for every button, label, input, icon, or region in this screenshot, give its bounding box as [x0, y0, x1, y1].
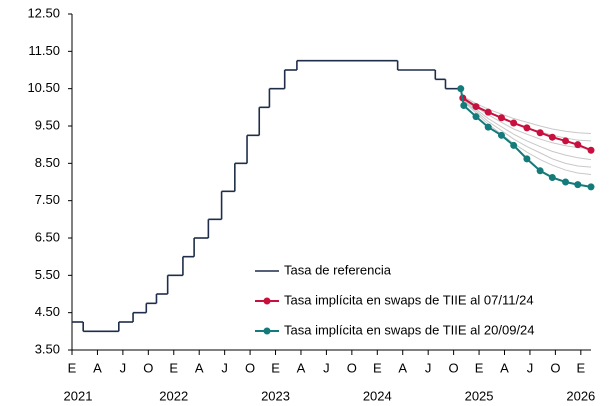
series-point: [536, 167, 544, 175]
x-tick-label: A: [500, 360, 509, 375]
series-point: [574, 141, 582, 149]
grey-curve: [462, 95, 592, 134]
y-tick-label: 7.50: [35, 192, 60, 207]
year-label: 2022: [159, 388, 188, 403]
series-point: [562, 137, 570, 145]
year-label: 2026: [566, 388, 595, 403]
year-label: 2021: [64, 388, 93, 403]
series-point: [510, 141, 518, 149]
x-tick-label: O: [347, 360, 357, 375]
grey-curve: [462, 100, 592, 176]
y-tick-label: 12.50: [27, 5, 60, 20]
series-point: [548, 133, 556, 141]
series-point: [484, 108, 492, 116]
series-point: [472, 113, 480, 121]
x-tick-label: O: [550, 360, 560, 375]
series-point: [497, 131, 505, 139]
x-tick-label: A: [398, 360, 407, 375]
series-point: [472, 103, 480, 111]
legend-label: Tasa implícita en swaps de TIIE al 07/11…: [284, 292, 534, 307]
x-tick-label: O: [143, 360, 153, 375]
series-point: [510, 119, 518, 127]
series-point: [457, 85, 465, 93]
series-point: [587, 183, 595, 191]
x-tick-label: E: [271, 360, 280, 375]
series-point: [562, 178, 570, 186]
series-point: [548, 174, 556, 182]
x-tick-label: J: [425, 360, 432, 375]
x-tick-label: A: [195, 360, 204, 375]
legend-label: Tasa de referencia: [284, 262, 392, 277]
x-tick-label: J: [221, 360, 228, 375]
grey-curve: [462, 99, 592, 168]
y-tick-label: 5.50: [35, 267, 60, 282]
y-tick-label: 8.50: [35, 155, 60, 170]
series-point: [523, 124, 531, 132]
x-tick-label: E: [576, 360, 585, 375]
series-line: [459, 88, 592, 188]
x-tick-label: J: [323, 360, 330, 375]
series-point: [497, 114, 505, 122]
y-tick-label: 10.50: [27, 80, 60, 95]
x-tick-label: E: [169, 360, 178, 375]
series-point: [587, 146, 595, 154]
x-tick-label: O: [449, 360, 459, 375]
legend-label: Tasa implícita en swaps de TIIE al 20/09…: [284, 322, 535, 337]
x-tick-label: O: [245, 360, 255, 375]
legend-marker: [263, 327, 271, 335]
x-tick-label: J: [527, 360, 534, 375]
year-label: 2024: [363, 388, 392, 403]
x-tick-label: E: [373, 360, 382, 375]
x-tick-label: E: [68, 360, 77, 375]
x-tick-label: A: [93, 360, 102, 375]
series-point: [574, 181, 582, 189]
y-tick-label: 3.50: [35, 341, 60, 356]
y-tick-label: 11.50: [28, 43, 60, 58]
series-point: [484, 123, 492, 131]
series-point: [460, 101, 468, 109]
series-point: [536, 129, 544, 137]
series-point: [523, 155, 531, 163]
x-tick-label: J: [120, 360, 127, 375]
grey-curve: [462, 97, 592, 149]
x-tick-label: A: [297, 360, 306, 375]
y-tick-label: 9.50: [35, 117, 60, 132]
grey-curve: [462, 98, 592, 161]
legend-marker: [263, 297, 271, 305]
year-label: 2025: [465, 388, 494, 403]
x-tick-label: E: [475, 360, 484, 375]
year-label: 2023: [261, 388, 290, 403]
y-tick-label: 4.50: [35, 304, 60, 319]
y-tick-label: 6.50: [35, 229, 60, 244]
